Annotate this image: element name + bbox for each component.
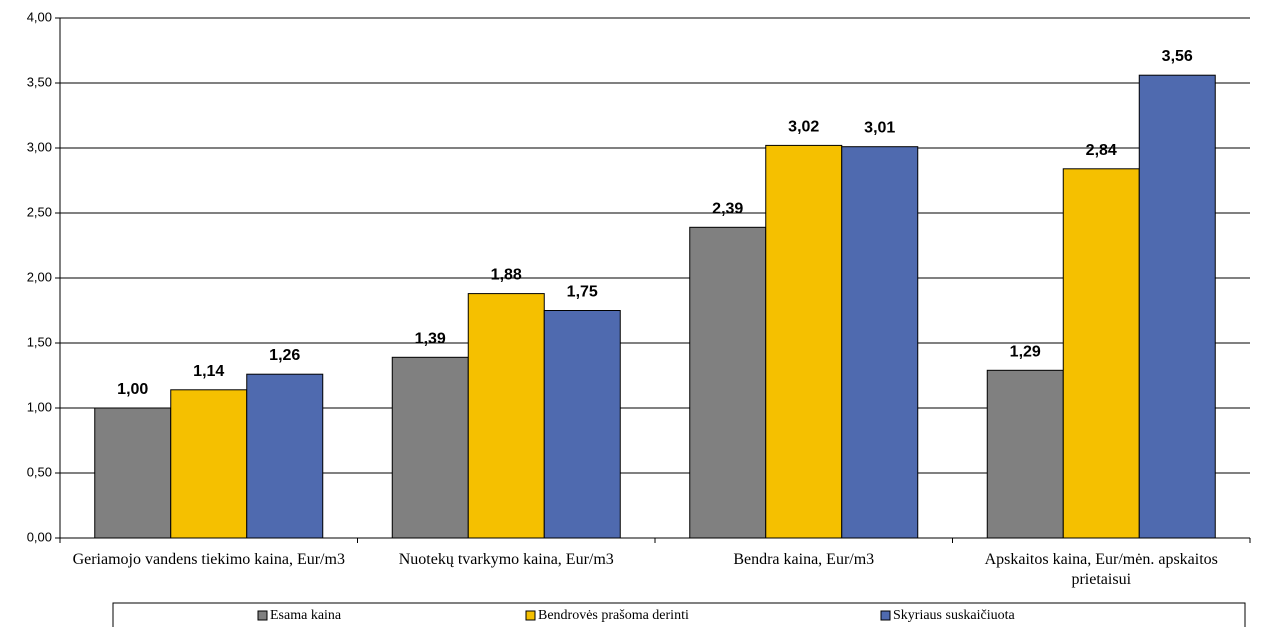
x-tick-label: Geriamojo vandens tiekimo kaina, Eur/m3 bbox=[72, 551, 345, 568]
bar bbox=[1062, 168, 1140, 539]
legend-label: Bendrovės prašoma derinti bbox=[538, 608, 689, 623]
bar bbox=[170, 389, 248, 539]
value-label: 1,88 bbox=[491, 267, 522, 284]
y-tick-label: 3,50 bbox=[27, 74, 52, 89]
y-tick-label: 2,00 bbox=[27, 269, 52, 284]
y-tick-label: 3,00 bbox=[27, 139, 52, 154]
y-tick-label: 4,00 bbox=[27, 9, 52, 24]
bar bbox=[986, 369, 1064, 539]
y-tick-label: 2,50 bbox=[27, 204, 52, 219]
bar bbox=[765, 144, 843, 539]
value-label: 1,14 bbox=[193, 363, 224, 380]
x-tick-label: Bendra kaina, Eur/m3 bbox=[733, 551, 875, 568]
value-label: 1,26 bbox=[269, 347, 300, 364]
value-label: 3,01 bbox=[864, 120, 895, 137]
y-tick-label: 0,00 bbox=[27, 529, 52, 544]
bar bbox=[467, 293, 545, 539]
bar bbox=[94, 407, 172, 539]
legend-swatch bbox=[257, 610, 268, 621]
y-tick-label: 1,00 bbox=[27, 399, 52, 414]
value-label: 1,39 bbox=[415, 330, 446, 347]
value-label: 1,00 bbox=[117, 381, 148, 398]
bar bbox=[689, 226, 767, 539]
legend-swatch bbox=[880, 610, 891, 621]
value-label: 3,56 bbox=[1162, 48, 1193, 65]
value-label: 2,84 bbox=[1086, 142, 1117, 159]
legend-label: Skyriaus suskaičiuota bbox=[893, 608, 1015, 623]
legend-label: Esama kaina bbox=[270, 608, 342, 623]
value-label: 1,75 bbox=[567, 284, 598, 301]
value-label: 2,39 bbox=[712, 200, 743, 217]
x-tick-label: Apskaitos kaina, Eur/mėn. apskaitos prie… bbox=[984, 551, 1218, 588]
bar bbox=[246, 373, 324, 539]
bar bbox=[1138, 74, 1216, 539]
legend-swatch bbox=[525, 610, 536, 621]
value-label: 3,02 bbox=[788, 118, 819, 135]
bar bbox=[391, 356, 469, 539]
value-label: 1,29 bbox=[1010, 343, 1041, 360]
y-tick-label: 0,50 bbox=[27, 464, 52, 479]
x-tick-label: Nuotekų tvarkymo kaina, Eur/m3 bbox=[398, 551, 614, 568]
bar bbox=[543, 310, 621, 539]
y-tick-label: 1,50 bbox=[27, 334, 52, 349]
legend-box bbox=[112, 602, 1246, 627]
bar bbox=[841, 146, 919, 539]
